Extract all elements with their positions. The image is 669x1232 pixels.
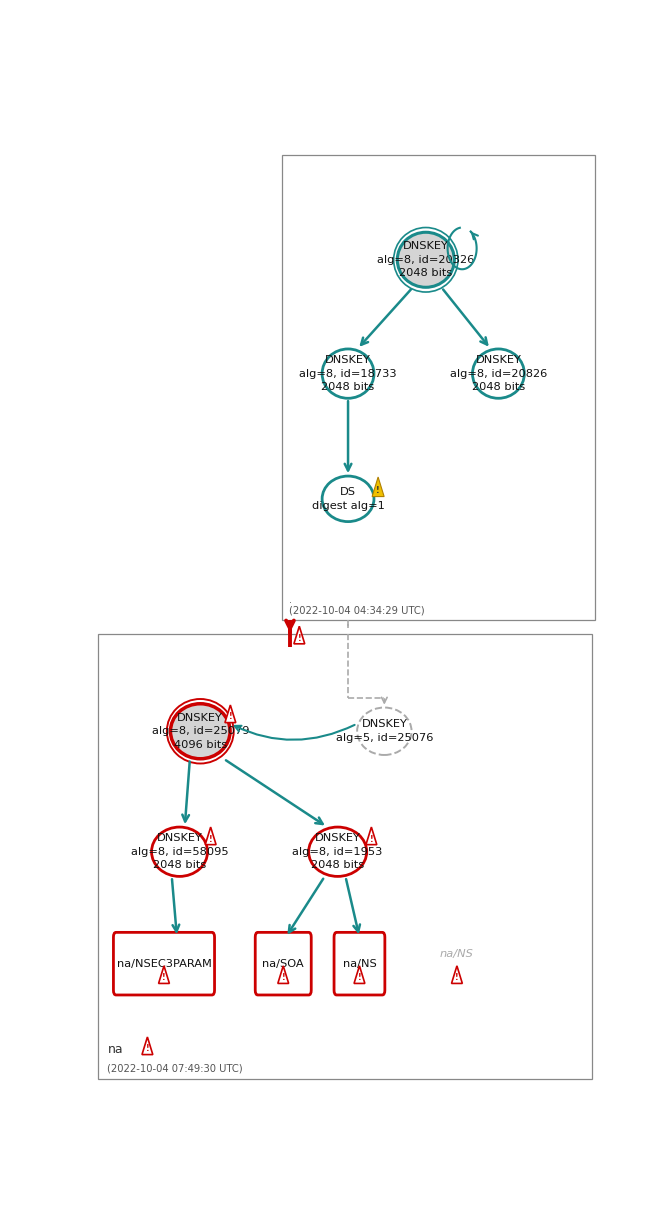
FancyBboxPatch shape — [282, 155, 595, 620]
Text: !: ! — [229, 712, 232, 722]
Ellipse shape — [171, 703, 230, 759]
Text: !: ! — [298, 633, 301, 643]
Polygon shape — [294, 626, 304, 644]
Text: DNSKEY
alg=8, id=18733
2048 bits: DNSKEY alg=8, id=18733 2048 bits — [299, 355, 397, 392]
Text: DNSKEY
alg=5, id=25076: DNSKEY alg=5, id=25076 — [336, 719, 433, 743]
FancyBboxPatch shape — [98, 633, 592, 1079]
Ellipse shape — [152, 827, 207, 876]
Ellipse shape — [308, 827, 367, 876]
FancyBboxPatch shape — [256, 933, 311, 995]
Text: na/NSEC3PARAM: na/NSEC3PARAM — [116, 958, 211, 968]
Text: !: ! — [209, 834, 213, 844]
Text: DNSKEY
alg=8, id=20826
2048 bits: DNSKEY alg=8, id=20826 2048 bits — [450, 355, 547, 392]
Text: DS
digest alg=1: DS digest alg=1 — [312, 487, 385, 510]
Text: .: . — [290, 595, 292, 605]
Polygon shape — [372, 477, 384, 496]
FancyBboxPatch shape — [334, 933, 385, 995]
Ellipse shape — [322, 476, 374, 521]
Ellipse shape — [472, 349, 524, 398]
Text: !: ! — [358, 973, 361, 982]
Text: DNSKEY
alg=8, id=25079
4096 bits: DNSKEY alg=8, id=25079 4096 bits — [152, 712, 249, 750]
Ellipse shape — [397, 233, 454, 287]
Polygon shape — [159, 966, 169, 983]
Text: (2022-10-04 07:49:30 UTC): (2022-10-04 07:49:30 UTC) — [108, 1063, 243, 1074]
Text: !: ! — [376, 485, 380, 495]
Polygon shape — [142, 1037, 153, 1055]
Polygon shape — [278, 966, 288, 983]
Text: (2022-10-04 04:34:29 UTC): (2022-10-04 04:34:29 UTC) — [290, 606, 425, 616]
Polygon shape — [225, 705, 235, 723]
Polygon shape — [366, 827, 377, 845]
Text: !: ! — [146, 1045, 149, 1053]
Text: !: ! — [282, 973, 285, 982]
Text: !: ! — [369, 834, 373, 844]
Text: !: ! — [455, 973, 459, 982]
FancyBboxPatch shape — [114, 933, 215, 995]
Polygon shape — [354, 966, 365, 983]
Polygon shape — [205, 827, 216, 845]
Text: na/NS: na/NS — [343, 958, 377, 968]
Text: DNSKEY
alg=8, id=1953
2048 bits: DNSKEY alg=8, id=1953 2048 bits — [292, 833, 383, 870]
Text: DNSKEY
alg=8, id=20326
2048 bits: DNSKEY alg=8, id=20326 2048 bits — [377, 241, 474, 278]
Text: na/SOA: na/SOA — [262, 958, 304, 968]
Ellipse shape — [357, 707, 411, 755]
Ellipse shape — [322, 349, 374, 398]
Text: na/NS: na/NS — [440, 949, 474, 960]
Text: DNSKEY
alg=8, id=58095
2048 bits: DNSKEY alg=8, id=58095 2048 bits — [130, 833, 228, 870]
Polygon shape — [452, 966, 462, 983]
Text: !: ! — [162, 973, 166, 982]
Text: na: na — [108, 1042, 123, 1056]
